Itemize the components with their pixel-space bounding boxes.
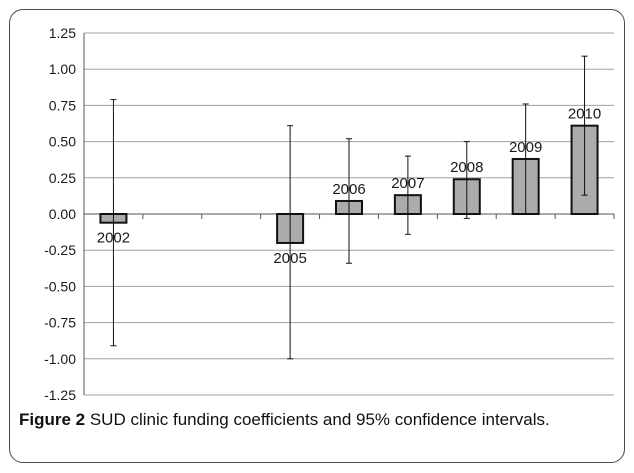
bar-label-2007: 2007	[391, 175, 424, 192]
y-tick-label: 1.00	[49, 61, 76, 77]
y-tick-label: -0.50	[44, 278, 76, 294]
figure-caption: Figure 2 SUD clinic funding coefficients…	[19, 408, 619, 431]
bar-label-2002: 2002	[97, 230, 130, 247]
y-tick-label: -1.25	[44, 387, 76, 400]
bar-label-2010: 2010	[568, 106, 601, 123]
y-tick-label: -0.25	[44, 242, 76, 258]
y-tick-label: -1.00	[44, 351, 76, 367]
y-tick-label: 0.25	[49, 170, 76, 186]
figure-label: Figure 2	[19, 410, 86, 429]
caption-text: SUD clinic funding coefficients and 95% …	[85, 410, 550, 429]
y-tick-label: 0.75	[49, 97, 76, 113]
figure-frame	[9, 9, 625, 463]
bar-label-2005: 2005	[273, 250, 306, 267]
bar-label-2006: 2006	[332, 181, 365, 198]
x-axis-ticks	[83, 214, 615, 219]
y-tick-label: 0.50	[49, 134, 76, 150]
gridlines	[84, 32, 614, 396]
confidence-intervals	[110, 55, 588, 360]
bar-labels: 2002 2005 2006 2007 2008 2009 2010	[97, 106, 601, 267]
bar-label-2009: 2009	[509, 139, 542, 156]
y-axis-tick-labels: 1.25 1.00 0.75 0.50 0.25 0.00 -0.25 -0.50 -0.75 -…	[44, 25, 76, 400]
bar-chart: 1.25 1.00 0.75 0.50 0.25 0.00 -0.25 -0.50 -0.75 -…	[44, 25, 615, 400]
y-tick-label: 1.25	[49, 25, 76, 41]
y-tick-label: 0.00	[49, 206, 76, 222]
bar-label-2008: 2008	[450, 159, 483, 176]
y-tick-label: -0.75	[44, 315, 76, 331]
